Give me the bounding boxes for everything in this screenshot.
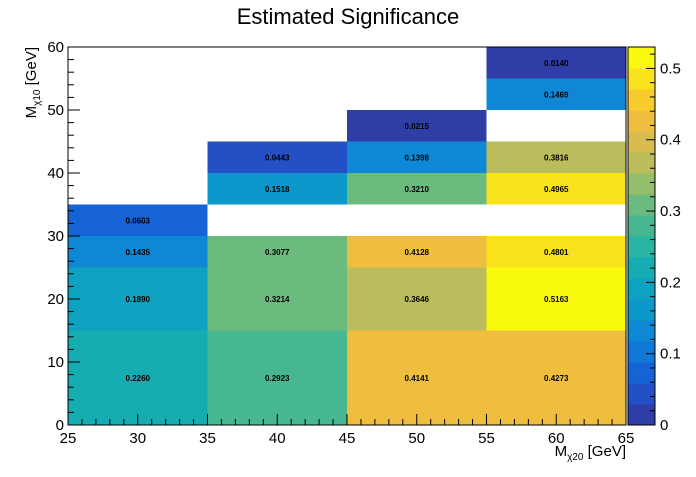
cell-value-label: 0.2260 [126,374,151,383]
heatmap-cell [68,267,208,331]
cell-value-label: 0.1890 [126,295,151,304]
cell-value-label: 0.1518 [265,185,290,194]
cell-value-label: 0.4965 [544,185,569,194]
cell-value-label: 0.0140 [544,59,569,68]
cell-value-label: 0.1398 [405,153,430,162]
colorbar-segment [628,299,655,321]
cell-value-label: 0.0603 [126,216,151,225]
heatmap-cell [207,141,347,173]
colorbar-segment [628,47,655,69]
x-tick-label: 50 [408,430,425,447]
heatmap-cell [347,330,487,425]
cell-value-label: 0.4128 [405,248,430,257]
colorbar-segment [628,110,655,132]
heatmap-cell [347,236,487,268]
colorbar-segment [628,215,655,237]
heatmap-cell [486,236,626,268]
colorbar-tick-label: 0.3 [660,203,681,220]
y-tick-label: 20 [47,291,64,308]
y-axis-label-unit: [GeV] [23,47,40,90]
colorbar-tick-label: 0.5 [660,60,681,77]
heatmap-cell [207,236,347,268]
colorbar-segment [628,152,655,174]
x-tick-label: 25 [60,430,77,447]
heatmap-cell [68,204,208,236]
x-tick-label: 45 [339,430,356,447]
heatmap-cell [207,267,347,331]
cell-value-label: 0.4141 [405,374,430,383]
heatmap-cell [68,236,208,268]
y-axis-label: Mχ10 [GeV] [23,47,43,118]
y-tick-label: 10 [47,354,64,371]
cell-value-label: 0.0443 [265,153,290,162]
cell-value-label: 0.1469 [544,90,569,99]
cell-value-label: 0.3077 [265,248,290,257]
cell-value-label: 0.0215 [405,122,430,131]
heatmap-cell [486,267,626,331]
colorbar-segment [628,320,655,342]
heatmap-cell [347,110,487,142]
colorbar-segment [628,173,655,195]
heatmap-cell [347,267,487,331]
heatmap-cell [486,78,626,110]
axes-layer: 25 30 35 40 45 50 55 60 65 0 10 20 30 40 50 60 [47,39,634,447]
x-axis-label: Mχ20 [GeV] [555,443,626,463]
x-tick-label: 60 [548,430,565,447]
colorbar-segment [628,194,655,216]
colorbar-tick-label: 0.1 [660,346,681,363]
x-tick-label: 40 [269,430,286,447]
cell-value-label: 0.3210 [405,185,430,194]
y-tick-label: 30 [47,228,64,245]
cell-value-label: 0.2923 [265,374,290,383]
colorbar-segment [628,131,655,153]
cells-layer: 0.2260 0.1890 0.1435 0.0603 0.2923 0.3214 0.30… [68,47,626,425]
heatmap-cell [207,330,347,425]
colorbar-segment [628,362,655,384]
x-axis-label-unit: [GeV] [583,443,626,460]
y-tick-label: 0 [56,417,64,434]
heatmap-cell [347,173,487,205]
cell-value-label: 0.3646 [405,295,430,304]
colorbar-segment [628,404,655,426]
cell-value-label: 0.5163 [544,295,569,304]
colorbar: 0 0.1 0.2 0.3 0.4 0.5 [627,46,681,434]
colorbar-segment [628,89,655,111]
cell-value-label: 0.3214 [265,295,290,304]
colorbar-tick-label: 0.2 [660,274,681,291]
colorbar-segment [628,341,655,363]
colorbar-tick-label: 0 [660,417,668,434]
x-axis-label-subscript: χ20 [567,452,584,463]
y-axis-label-subscript: χ10 [32,89,43,106]
colorbar-segment [628,383,655,405]
y-tick-label: 60 [47,39,64,56]
heatmap-cell [486,173,626,205]
heatmap-cell [486,141,626,173]
colorbar-segment [628,236,655,258]
heatmap-cell [207,173,347,205]
x-tick-label: 65 [618,430,635,447]
heatmap-cell [486,47,626,79]
colorbar-tick-label: 0.4 [660,132,681,149]
colorbar-segment [628,257,655,279]
heatmap-cell [347,141,487,173]
cell-value-label: 0.1435 [126,248,151,257]
x-tick-label: 35 [199,430,216,447]
chart-title: Estimated Significance [237,4,460,29]
cell-value-label: 0.3816 [544,153,569,162]
heatmap-cell [486,330,626,425]
x-tick-label: 30 [129,430,146,447]
heatmap-cell [68,330,208,425]
cell-value-label: 0.4801 [544,248,569,257]
cell-value-label: 0.4273 [544,374,569,383]
y-tick-label: 50 [47,102,64,119]
colorbar-segment [628,278,655,300]
y-tick-label: 40 [47,165,64,182]
colorbar-segment [628,68,655,90]
colorbar-frame [627,46,656,426]
x-tick-label: 55 [478,430,495,447]
